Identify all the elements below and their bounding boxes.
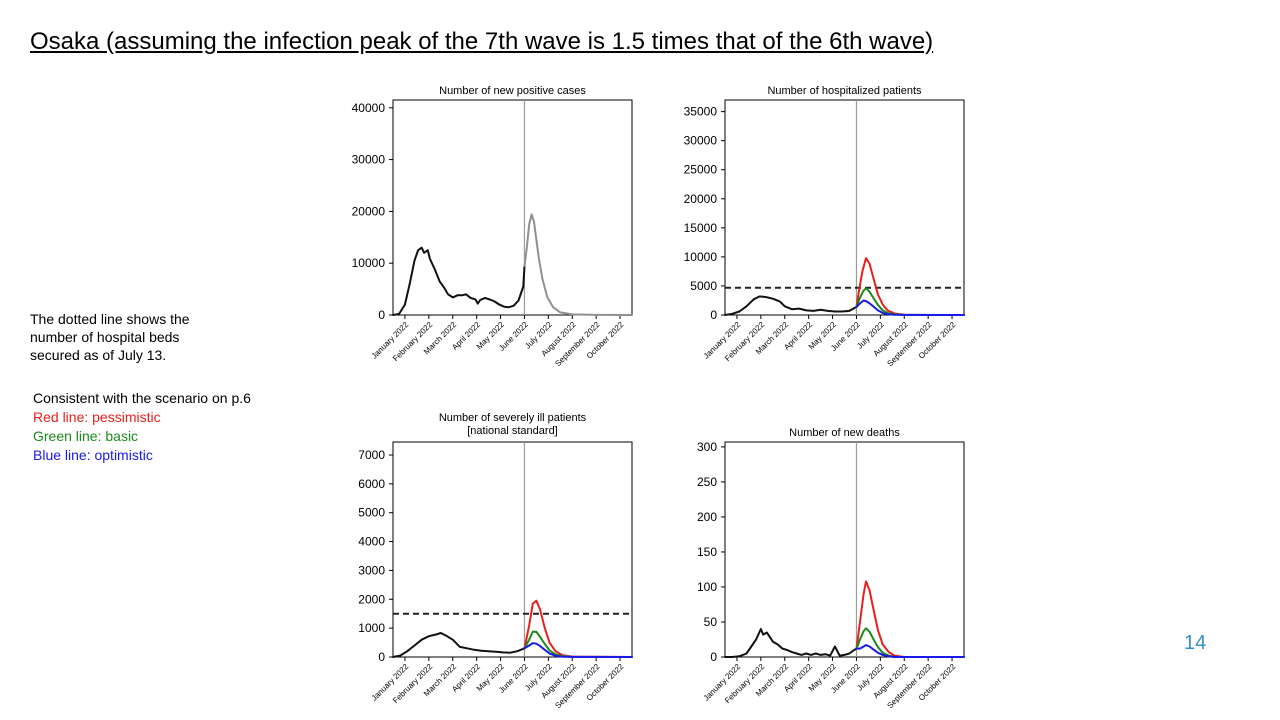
y-tick-label: 0: [378, 308, 385, 322]
y-tick-label: 150: [697, 545, 717, 559]
series-line-basic: [523, 630, 633, 658]
y-tick-label: 30000: [352, 153, 386, 167]
y-tick-label: 7000: [358, 448, 385, 462]
legend-red: Red line: pessimistic: [33, 409, 161, 425]
y-tick-label: 0: [710, 650, 717, 664]
y-tick-label: 20000: [352, 204, 386, 218]
y-tick-label: 25000: [684, 163, 718, 177]
scenario-legend: Consistent with the scenario on p.6 Red …: [33, 389, 251, 465]
y-tick-label: 300: [697, 440, 717, 454]
series-line-actual: [392, 246, 526, 316]
series-line-pessimistic: [523, 599, 633, 658]
series-line-optimistic: [855, 644, 965, 658]
slide-title: Osaka (assuming the infection peak of th…: [30, 28, 934, 55]
legend-blue: Blue line: optimistic: [33, 447, 153, 463]
y-tick-label: 250: [697, 475, 717, 489]
y-tick-label: 0: [710, 308, 717, 322]
y-tick-label: 200: [697, 510, 717, 524]
y-tick-label: 35000: [684, 105, 718, 119]
series-line-optimistic: [855, 299, 965, 316]
y-tick-label: 3000: [358, 563, 385, 577]
chart-title: Number of hospitalized patients: [767, 85, 922, 97]
y-tick-label: 10000: [684, 250, 718, 264]
y-tick-label: 30000: [684, 134, 718, 148]
legend-heading: Consistent with the scenario on p.6: [33, 390, 251, 406]
y-tick-label: 4000: [358, 535, 385, 549]
y-tick-label: 5000: [690, 279, 717, 293]
beds-note: The dotted line shows the number of hosp…: [30, 311, 190, 363]
chart-4: Number of new deaths050100150200250300Ja…: [697, 427, 965, 710]
plot-frame: [724, 441, 965, 658]
series-line-pessimistic: [855, 580, 965, 658]
series-line-actual: [392, 632, 526, 658]
y-tick-label: 6000: [358, 477, 385, 491]
series-line-actual: [724, 628, 858, 658]
y-tick-label: 20000: [684, 192, 718, 206]
plot-frame: [392, 441, 633, 658]
series-line-projection: [523, 213, 633, 316]
chart-title: [national standard]: [467, 425, 558, 437]
chart-3: Number of severely ill patients[national…: [358, 412, 633, 710]
chart-title: Number of new positive cases: [439, 85, 586, 97]
y-tick-label: 0: [378, 650, 385, 664]
y-tick-label: 100: [697, 580, 717, 594]
y-tick-label: 15000: [684, 221, 718, 235]
page-number: 14: [1184, 632, 1207, 654]
chart-title: Number of severely ill patients: [439, 412, 587, 424]
chart-title: Number of new deaths: [789, 427, 900, 439]
y-tick-label: 5000: [358, 506, 385, 520]
y-tick-label: 50: [704, 615, 718, 629]
series-line-basic: [855, 287, 965, 316]
y-tick-label: 10000: [352, 256, 386, 270]
series-line-optimistic: [523, 642, 633, 658]
plot-frame: [724, 99, 965, 316]
chart-1: Number of new positive cases 0 10000 20000 3…: [352, 85, 633, 368]
series-line-actual: [724, 295, 858, 316]
series-line-basic: [855, 627, 965, 658]
plot-frame: [392, 99, 633, 316]
y-tick-label: 40000: [352, 101, 386, 115]
legend-green: Green line: basic: [33, 428, 139, 444]
chart-2: Number of hospitalized patients 0 5000 1000…: [684, 85, 965, 368]
y-tick-label: 2000: [358, 592, 385, 606]
y-tick-label: 1000: [358, 621, 385, 635]
